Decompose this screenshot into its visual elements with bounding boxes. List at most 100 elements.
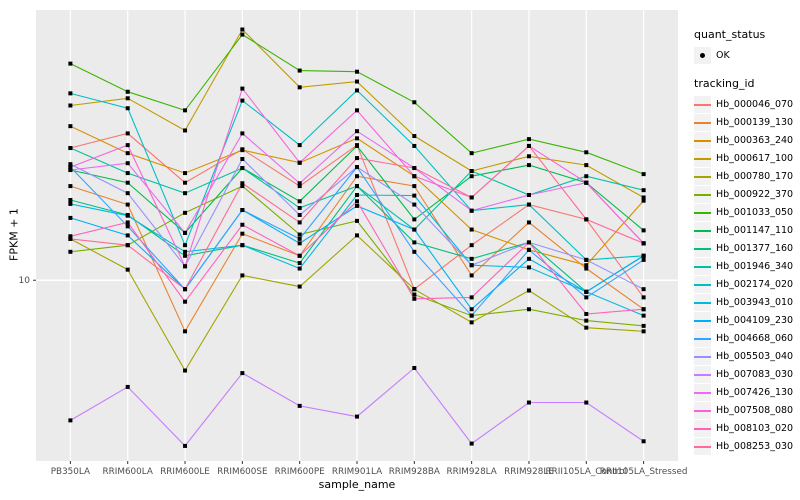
data-point <box>584 289 589 294</box>
legend-item-label: Hb_000363_240 <box>716 135 794 146</box>
data-point <box>183 299 188 304</box>
legend-item-Hb_003943_010: Hb_003943_010 <box>694 294 800 311</box>
data-point <box>584 311 589 316</box>
data-point <box>68 162 73 167</box>
series-line-key-icon <box>694 114 711 131</box>
data-point <box>240 131 245 136</box>
data-point <box>469 195 474 200</box>
legend-item-label: Hb_007426_130 <box>716 387 794 398</box>
data-point <box>68 165 73 170</box>
data-point <box>355 143 359 148</box>
data-point <box>469 169 474 174</box>
data-point <box>469 441 474 446</box>
data-point <box>526 247 531 252</box>
data-point <box>68 215 73 220</box>
x-axis-title: sample_name <box>318 478 396 491</box>
x-tick-label: RRIM928LE <box>504 467 554 477</box>
data-point <box>641 313 646 318</box>
data-point <box>469 263 474 268</box>
data-point <box>641 241 646 246</box>
data-point <box>526 163 531 168</box>
data-point <box>240 243 245 248</box>
data-point <box>641 253 646 258</box>
data-point <box>183 249 188 254</box>
data-point <box>240 181 245 186</box>
data-point <box>641 295 646 300</box>
x-tick-label: RRIM600LA <box>103 467 153 477</box>
data-point <box>526 256 531 261</box>
data-point <box>183 180 188 185</box>
data-point <box>183 287 188 292</box>
data-point <box>240 148 245 153</box>
data-point <box>355 69 359 74</box>
x-tick-label: RRIM901LA <box>332 467 382 477</box>
legend-item-label: Hb_007508_080 <box>716 405 794 416</box>
data-point <box>297 68 302 73</box>
data-point <box>355 129 359 134</box>
legend-item-Hb_001377_160: Hb_001377_160 <box>694 240 800 257</box>
data-point <box>469 256 474 261</box>
data-point <box>412 202 417 207</box>
x-tick-label: PB350LA <box>51 467 90 477</box>
legend-item-label: Hb_000922_370 <box>716 189 794 200</box>
data-point <box>183 191 188 196</box>
data-point <box>584 163 589 168</box>
legend-title-quant-status: quant_status <box>694 28 766 41</box>
data-point <box>125 224 130 229</box>
data-point <box>584 295 589 300</box>
data-point <box>526 202 531 207</box>
data-point <box>584 266 589 271</box>
data-point <box>584 263 589 268</box>
data-point <box>68 234 73 239</box>
data-point <box>641 188 646 193</box>
data-point <box>412 287 417 292</box>
data-point <box>469 273 474 278</box>
data-point <box>526 220 531 225</box>
data-point <box>183 253 188 258</box>
legend-item-label: Hb_005503_040 <box>716 351 794 362</box>
data-point <box>183 368 188 373</box>
legend-item-label: Hb_000139_130 <box>716 117 794 128</box>
data-point <box>297 241 302 246</box>
y-axis-title: FPKM + 1 <box>7 208 21 261</box>
data-point <box>641 195 646 200</box>
data-point <box>125 96 130 101</box>
data-point <box>125 220 130 225</box>
data-point <box>412 365 417 370</box>
data-point <box>68 146 73 151</box>
legend-item-label: Hb_000617_100 <box>716 153 794 164</box>
legend-item-Hb_005503_040: Hb_005503_040 <box>694 348 800 365</box>
data-point <box>469 151 474 156</box>
data-point <box>469 307 474 312</box>
series-line-key-icon <box>694 96 711 113</box>
legend-item-Hb_000922_370: Hb_000922_370 <box>694 186 800 203</box>
legend-item-Hb_008253_030: Hb_008253_030 <box>694 438 800 455</box>
data-point <box>355 79 359 84</box>
legend-title-tracking-id: tracking_id <box>694 77 755 90</box>
data-point <box>641 287 646 292</box>
legend-item-Hb_000363_240: Hb_000363_240 <box>694 132 800 149</box>
legend-item-Hb_002174_020: Hb_002174_020 <box>694 276 800 293</box>
data-point <box>355 165 359 170</box>
data-point <box>641 228 646 233</box>
legend-item-label: Hb_003943_010 <box>716 297 794 308</box>
data-point <box>240 32 245 37</box>
data-point <box>412 240 417 245</box>
series-line-key-icon <box>694 276 711 293</box>
series-line-key-icon <box>694 222 711 239</box>
data-point <box>469 320 474 325</box>
data-point <box>412 174 417 179</box>
data-point <box>641 323 646 328</box>
data-point <box>68 418 73 423</box>
data-point <box>183 108 188 113</box>
data-point <box>297 266 302 271</box>
legend-item-Hb_008103_020: Hb_008103_020 <box>694 420 800 437</box>
data-point <box>526 307 531 312</box>
x-tick-label: RRIM600PE <box>275 467 325 477</box>
x-tick-label: RRIM928BA <box>389 467 440 477</box>
data-point <box>125 180 130 185</box>
series-line-key-icon <box>694 168 711 185</box>
data-point <box>297 284 302 289</box>
legend: quant_status OK tracking_id Hb_000046_07… <box>688 28 800 456</box>
